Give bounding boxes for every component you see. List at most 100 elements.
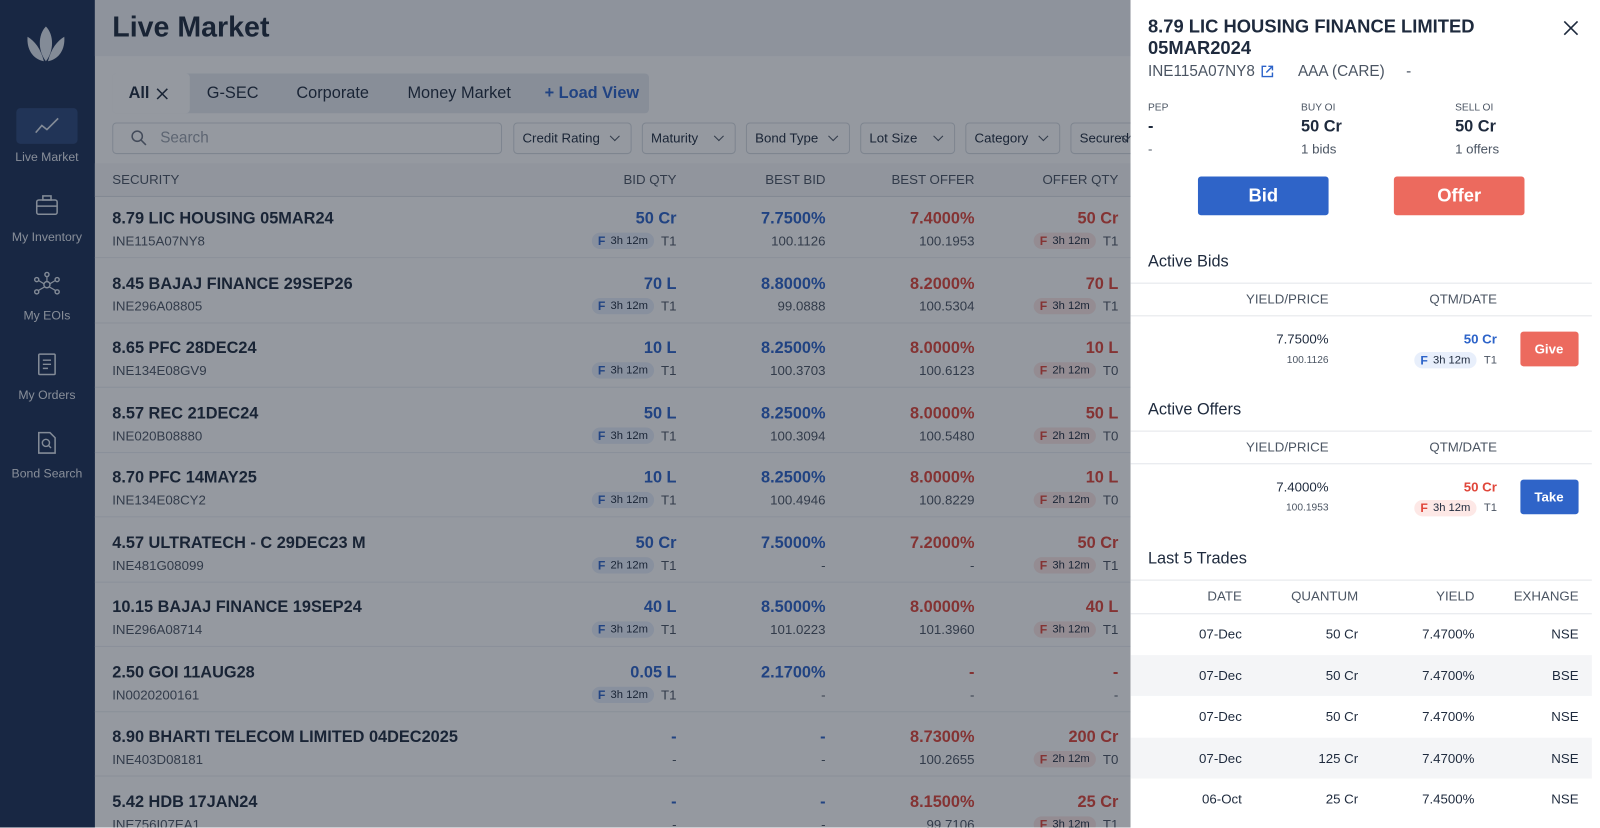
time: 3h 12m: [610, 299, 648, 312]
time: 3h 12m: [610, 429, 648, 442]
settlement: T1: [661, 621, 677, 638]
flag-badge: F 3h 12m: [591, 621, 655, 638]
action-button-label[interactable]: Bid: [1248, 185, 1279, 206]
stat-sub: -: [1147, 141, 1153, 157]
settlement: T1: [1102, 233, 1119, 249]
flag: F: [1039, 233, 1048, 248]
settlement: T0: [1102, 751, 1119, 767]
security-name[interactable]: 8.90 BHARTI TELECOM LIMITED 04DEC2025: [112, 728, 458, 746]
flag-badge: F 2h 12m: [591, 556, 655, 573]
flag: F: [597, 428, 606, 443]
table-header-bg: [94, 163, 1131, 197]
trade-cell: 07-Dec: [1199, 626, 1242, 642]
offer-qty: 40 L: [1085, 598, 1119, 617]
security-name[interactable]: 5.42 HDB 17JAN24: [112, 793, 258, 811]
flag: F: [597, 622, 606, 637]
row-action-button[interactable]: [1520, 479, 1579, 515]
security-name[interactable]: 8.65 PFC 28DEC24: [112, 339, 257, 358]
nav-icon: [35, 195, 58, 216]
time: 3h 12m: [1432, 354, 1471, 367]
row-action-label[interactable]: Give: [1534, 341, 1564, 357]
flag: F: [1039, 492, 1048, 508]
bid-qty: -: [671, 728, 677, 746]
best-bid: 7.7500%: [761, 210, 826, 228]
action-button-label[interactable]: Offer: [1437, 185, 1482, 206]
offer-qty: 70 L: [1085, 274, 1119, 293]
offer-qty: 10 L: [1085, 339, 1119, 358]
trade-cell: 07-Dec: [1199, 749, 1242, 766]
tab-active-bg: [112, 73, 190, 114]
search-box[interactable]: [112, 122, 503, 155]
divider: [1130, 613, 1592, 615]
action-button[interactable]: [1197, 176, 1329, 216]
settlement: -: [1113, 686, 1119, 703]
nav-label[interactable]: Live Market: [15, 149, 79, 165]
flag-badge: F 2h 12m: [1033, 751, 1096, 768]
filter-dropdown[interactable]: [641, 122, 736, 155]
yield: 7.7500%: [1276, 331, 1329, 347]
isin: INE020B08880: [112, 427, 203, 443]
best-offer: 8.1500%: [910, 793, 975, 811]
security-name[interactable]: 2.50 GOI 11AUG28: [112, 663, 255, 682]
best-bid: 8.2500%: [761, 339, 826, 358]
flag: F: [1420, 353, 1428, 368]
bid-price: 99.0888: [777, 297, 826, 314]
bid-price: -: [821, 557, 826, 573]
nav-icon: [35, 117, 59, 134]
security-name[interactable]: 4.57 ULTRATECH - C 29DEC23 M: [112, 534, 366, 552]
security-name[interactable]: 8.79 LIC HOUSING 05MAR24: [112, 210, 334, 228]
nav-label[interactable]: My Orders: [18, 387, 76, 403]
isin: INE296A08805: [112, 297, 203, 314]
row-divider: [94, 710, 1131, 712]
flag-badge: F 2h 12m: [1033, 362, 1096, 379]
nav-label[interactable]: My EOIs: [23, 308, 71, 323]
external-link-icon[interactable]: [1260, 64, 1274, 78]
filter-dropdown[interactable]: [513, 122, 632, 155]
action-button[interactable]: [1393, 176, 1525, 216]
trade-cell: NSE: [1551, 749, 1579, 766]
row-divider: [94, 516, 1131, 518]
top-bar: [94, 0, 1131, 57]
qty: 50 Cr: [1463, 331, 1497, 347]
column-header: EXHANGE: [1513, 588, 1579, 604]
tab-close-icon[interactable]: [156, 88, 168, 100]
tab[interactable]: Money Market: [407, 84, 511, 103]
row-action-button[interactable]: [1520, 331, 1579, 367]
trade-cell: 7.4700%: [1422, 667, 1475, 683]
row-divider: [94, 645, 1131, 647]
tab-bar: [112, 73, 649, 114]
bid-price: -: [821, 751, 826, 767]
trade-cell: 7.4700%: [1422, 626, 1475, 642]
security-name[interactable]: 8.57 REC 21DEC24: [112, 404, 259, 422]
time: 3h 12m: [1052, 623, 1090, 636]
tab[interactable]: G-SEC: [206, 84, 259, 103]
filter-dropdown[interactable]: [745, 122, 850, 155]
row-divider: [94, 386, 1131, 388]
security-name[interactable]: 8.70 PFC 14MAY25: [112, 469, 257, 487]
trade-cell: 7.4700%: [1422, 749, 1475, 766]
nav-label[interactable]: Bond Search: [11, 466, 83, 481]
tab[interactable]: + Load View: [544, 84, 640, 103]
row-stripe: [1130, 654, 1592, 696]
flag: F: [1039, 428, 1048, 443]
security-name[interactable]: 10.15 BAJAJ FINANCE 19SEP24: [112, 598, 362, 617]
tab[interactable]: All: [128, 84, 150, 103]
filter-dropdown[interactable]: [860, 122, 956, 155]
flag: F: [597, 233, 606, 248]
flag-badge: F 3h 12m: [1033, 815, 1096, 828]
flag: F: [597, 363, 606, 378]
close-icon[interactable]: [1563, 20, 1579, 36]
nav-label[interactable]: My Inventory: [11, 229, 82, 244]
flag-badge: F 3h 12m: [591, 686, 655, 703]
best-bid: 8.2500%: [761, 404, 826, 422]
time: 2h 12m: [610, 558, 648, 571]
settlement: T1: [1102, 557, 1119, 573]
offer-price: 100.5304: [919, 297, 975, 314]
tab[interactable]: Corporate: [296, 84, 369, 103]
row-action-label[interactable]: Take: [1534, 489, 1564, 505]
filter-dropdown[interactable]: [965, 122, 1061, 155]
trade-cell: NSE: [1551, 791, 1579, 807]
security-name[interactable]: 8.45 BAJAJ FINANCE 29SEP26: [112, 274, 353, 293]
